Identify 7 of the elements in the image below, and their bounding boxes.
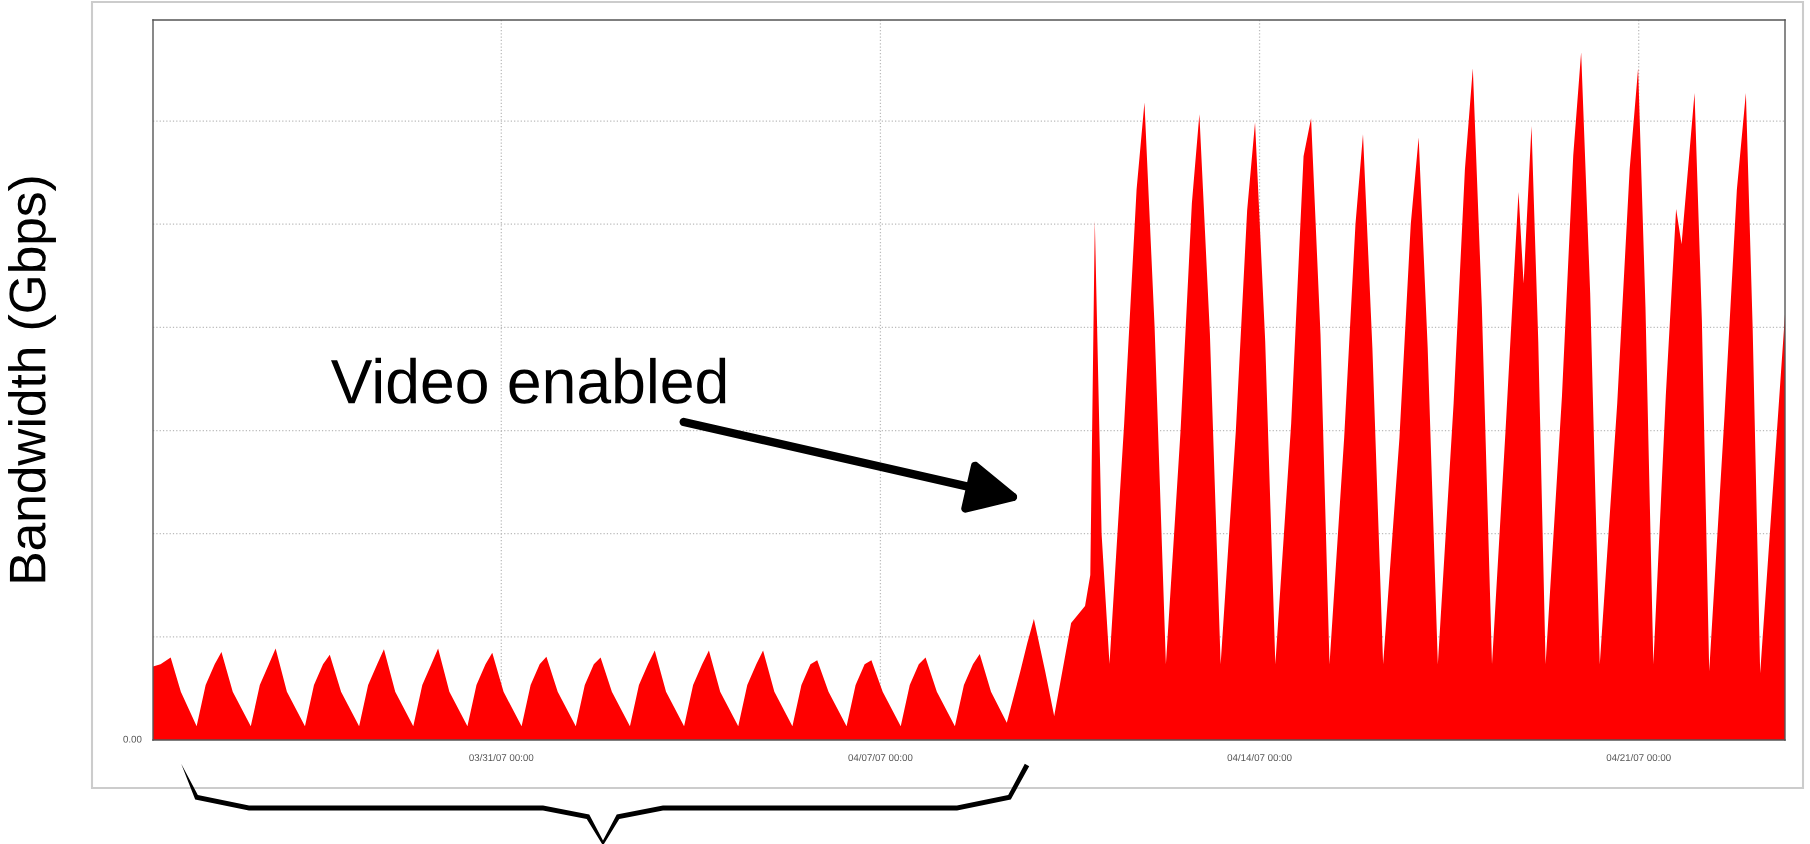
x-tick-label: 04/14/07 00:00 [1227, 753, 1292, 762]
x-tick-label: 04/07/07 00:00 [848, 753, 913, 762]
text: 0.00 [123, 735, 142, 743]
annotation: Video enabled [331, 357, 726, 404]
x-tick-label: 04/21/07 00:00 [1606, 753, 1671, 762]
x-tick-label: 03/31/07 00:00 [469, 753, 534, 762]
y-axis-title: Bandwidth (Gbps) [8, 177, 56, 582]
